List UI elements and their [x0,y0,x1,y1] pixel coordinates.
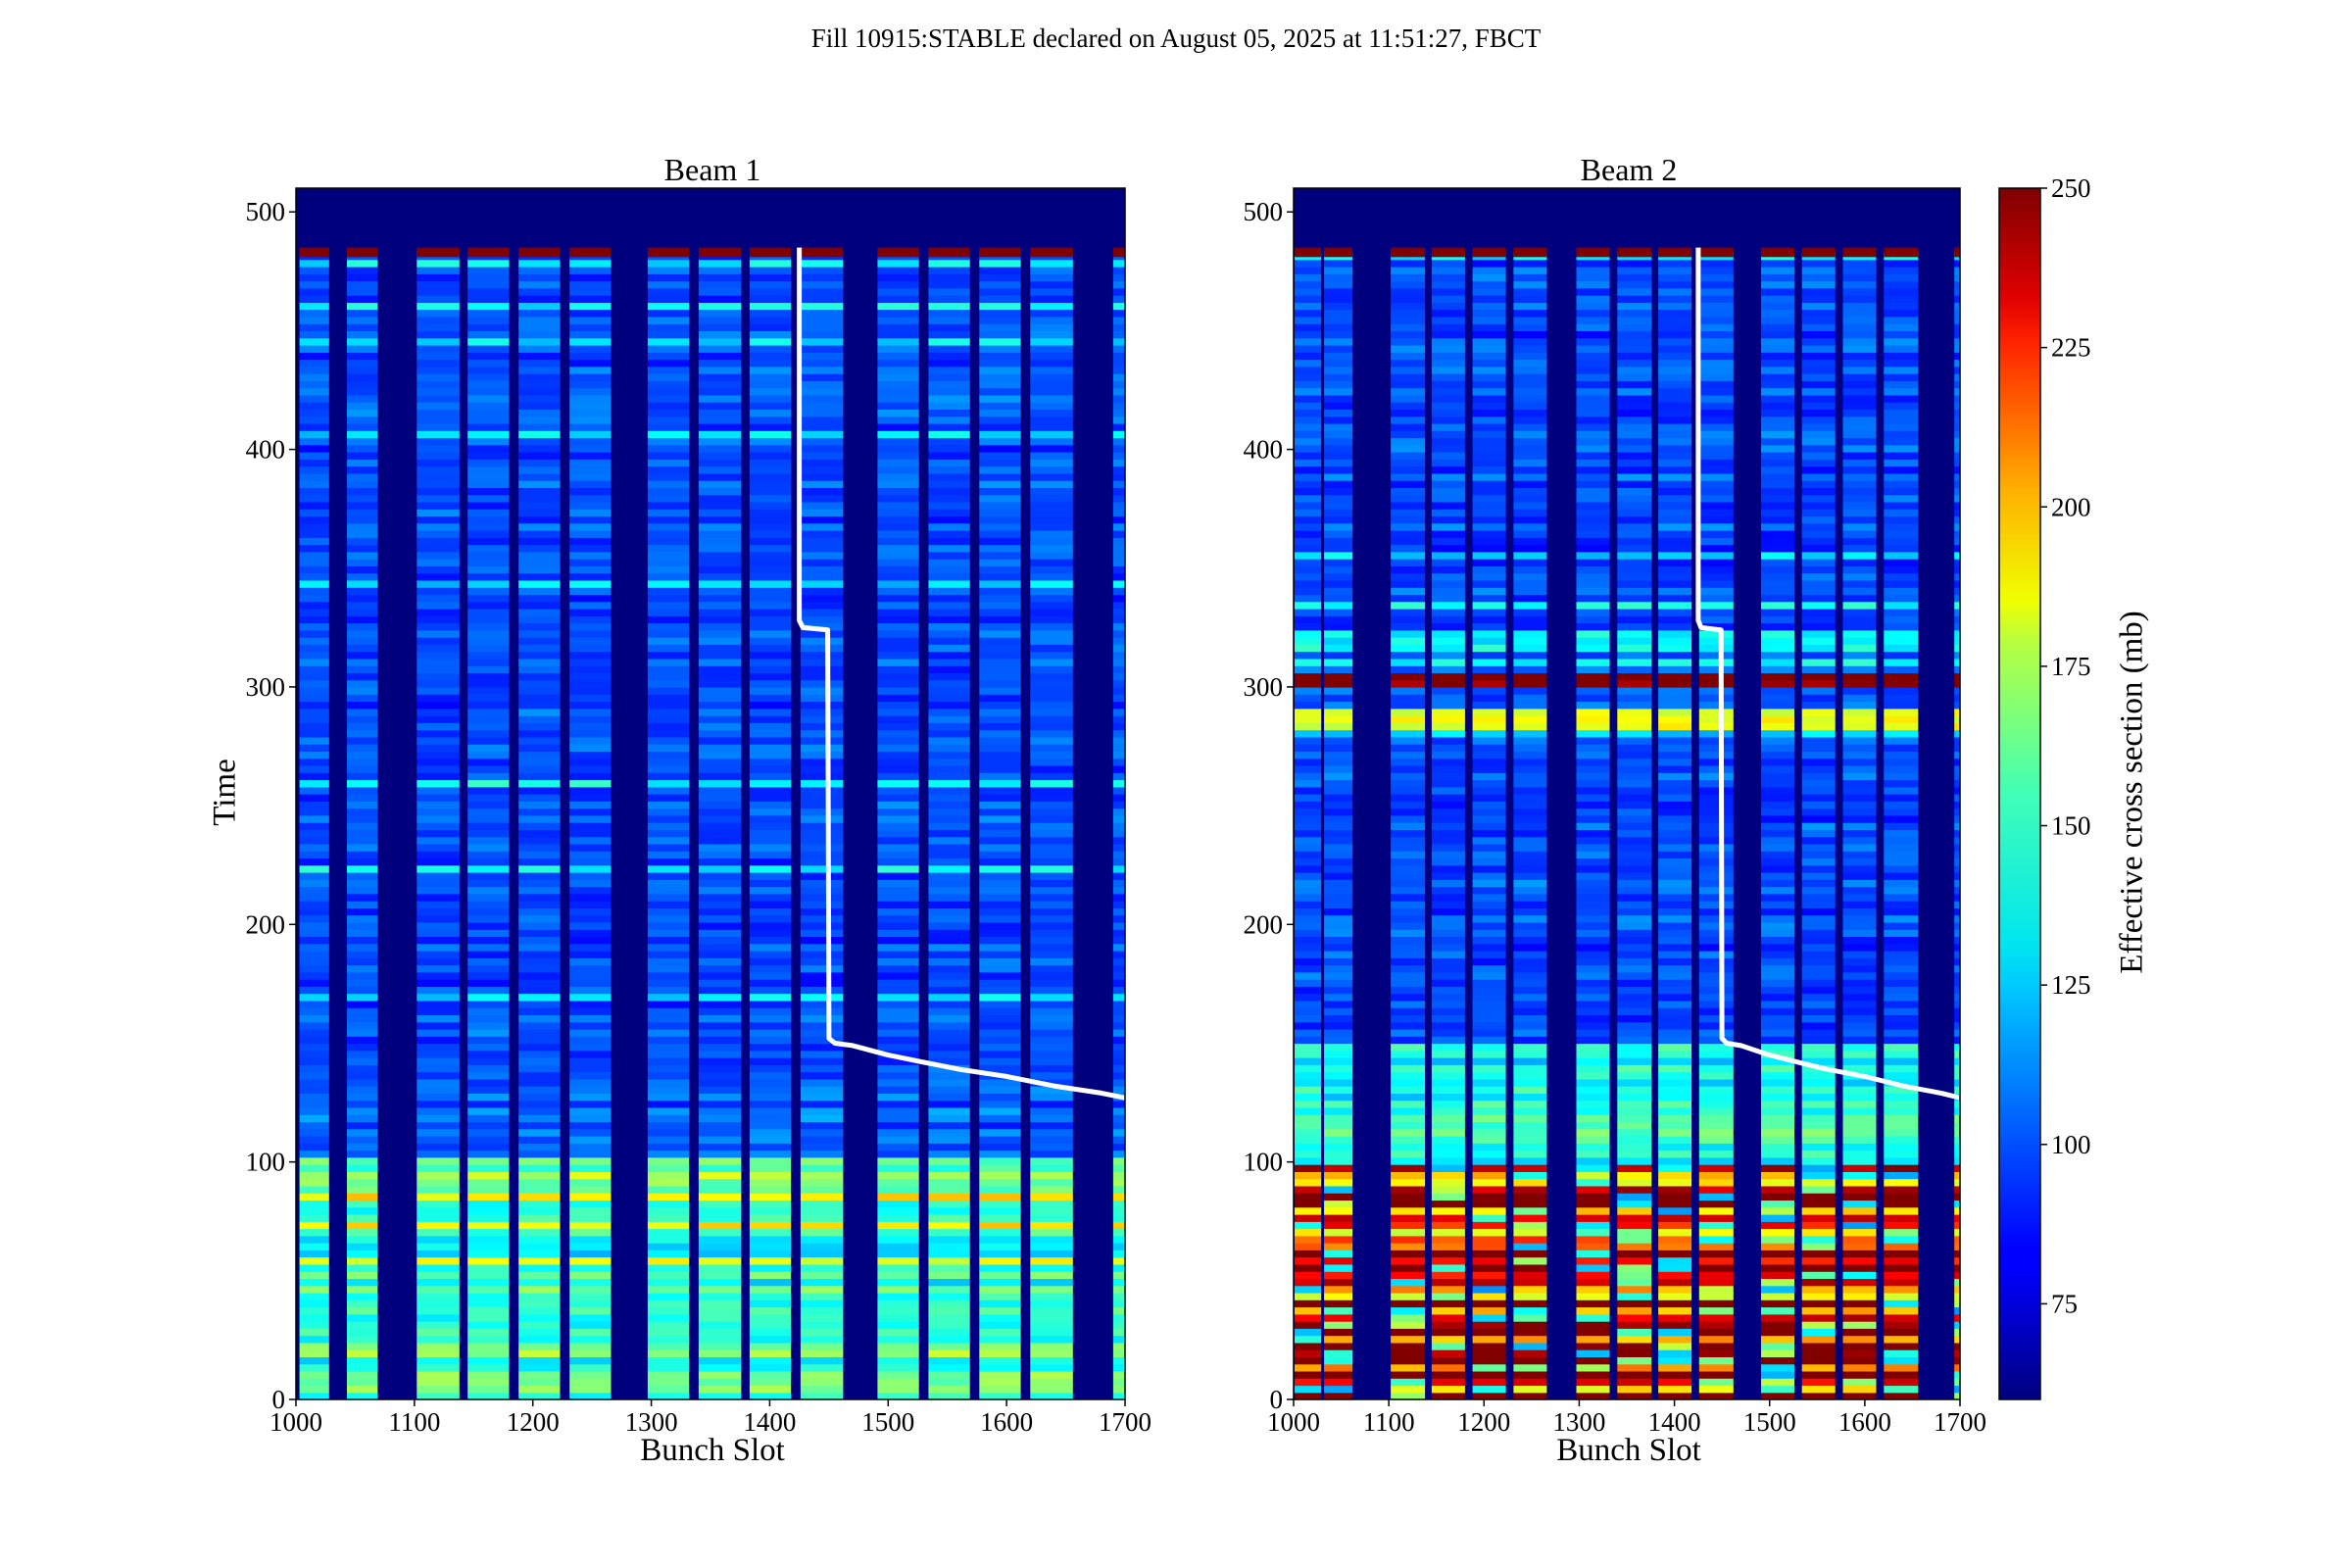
y-tick-label: 100 [1244,1148,1284,1177]
y-tick-label: 400 [1244,435,1284,465]
bunch-train-1426 [800,247,844,1400]
bunch-train-1003 [299,247,329,1400]
bunch-train-1297 [647,247,690,1400]
beam1-title: Beam 1 [663,152,761,187]
x-tick-label: 1000 [270,1407,322,1437]
x-tick-label: 1500 [861,1407,914,1437]
x-tick-label: 1600 [1838,1407,1891,1437]
x-tick-label: 1400 [743,1407,796,1437]
x-tick-label: 1400 [1648,1407,1701,1437]
figure-title: Fill 10915:STABLE declared on August 05,… [810,24,1542,53]
bunch-train-1620 [1884,247,1919,1400]
y-tick-label: 500 [1244,197,1284,226]
bunch-train-1231 [1513,247,1547,1400]
x-tick-label: 1100 [1363,1407,1415,1437]
y-tick-label: 300 [1244,672,1284,702]
bunch-train-1620 [1030,247,1073,1400]
bunch-train-1383 [749,247,792,1400]
colorbar-tick-label: 200 [2051,492,2091,521]
bunch-train-1145 [1431,247,1465,1400]
x-tick-label: 1000 [1267,1407,1320,1437]
y-tick-label: 0 [272,1385,286,1414]
colorbar-tick-label: 250 [2051,173,2091,203]
bunch-train-1102 [416,247,460,1400]
y-tick-label: 400 [246,435,286,465]
y-tick-label: 200 [1244,909,1284,939]
beam2-plot: 1000 1100 1200 1300 1400 1500 1600 1700 0 100 200 3… [1244,187,1986,1437]
axes-frame [1293,187,1961,1400]
bunch-train-1577 [979,247,1021,1400]
x-tick-label: 1700 [1934,1407,1986,1437]
y-tick-label: 500 [246,197,286,226]
colorbar-tick-label: 175 [2051,652,2091,681]
bunch-train-1001 [1295,247,1322,1400]
y-tick-label: 300 [246,672,286,702]
x-tick-label: 1700 [1099,1407,1152,1437]
colorbar-tick-label: 75 [2051,1289,2078,1318]
bunch-train-1188 [518,247,561,1400]
x-tick-label: 1300 [625,1407,678,1437]
bunch-train-1032 [1324,247,1353,1400]
colorbar-tick-label: 225 [2051,333,2091,363]
bunch-train-1188 [1472,247,1506,1400]
bunch-train-1102 [1391,247,1426,1400]
colorbar: 75 100 125 150 175 200 225 250 [1998,173,2091,1400]
bunch-train-1340 [698,247,742,1400]
x-tick-label: 1600 [980,1407,1033,1437]
beam1-xlabel: Bunch Slot [640,1433,785,1468]
bunch-train-1340 [1617,247,1652,1400]
bunch-train-1534 [928,247,970,1400]
x-tick-label: 1300 [1552,1407,1605,1437]
bunch-train-1297 [1576,247,1610,1400]
bunch-train-1690 [1112,247,1125,1400]
y-tick-label: 200 [246,909,286,939]
beam1-plot: 1000 1100 1200 1300 1400 1500 1600 1700 0 100 200 3… [246,187,1152,1437]
bunch-train-1145 [467,247,510,1400]
x-tick-label: 1200 [1457,1407,1510,1437]
white-line [797,247,1126,1101]
bunch-train-1383 [1658,247,1692,1400]
beam2-xlabel: Bunch Slot [1556,1433,1701,1468]
axes-frame [295,187,1126,1400]
bunch-train-1231 [569,247,612,1400]
white-line [1695,247,1961,1101]
colorbar-tick-label: 100 [2051,1130,2091,1159]
colorbar-frame [1998,187,2041,1400]
colorbar-gradient [1999,188,2040,1399]
bunch-train-1491 [1761,247,1794,1400]
bunch-train-1491 [877,247,919,1400]
y-tick-label: 0 [1270,1385,1284,1414]
bunch-train-1043 [347,247,378,1400]
x-tick-label: 1100 [388,1407,440,1437]
y-tick-label: 100 [246,1148,286,1177]
beam2-title: Beam 2 [1580,152,1678,187]
colorbar-tick-label: 125 [2051,970,2091,1000]
x-tick-label: 1500 [1743,1407,1796,1437]
bunch-train-1534 [1801,247,1836,1400]
x-tick-label: 1200 [507,1407,560,1437]
bunch-train-1694 [1954,247,1960,1400]
bunch-train-1577 [1842,247,1877,1400]
bunch-train-1426 [1698,247,1734,1400]
colorbar-tick-label: 150 [2051,811,2091,841]
